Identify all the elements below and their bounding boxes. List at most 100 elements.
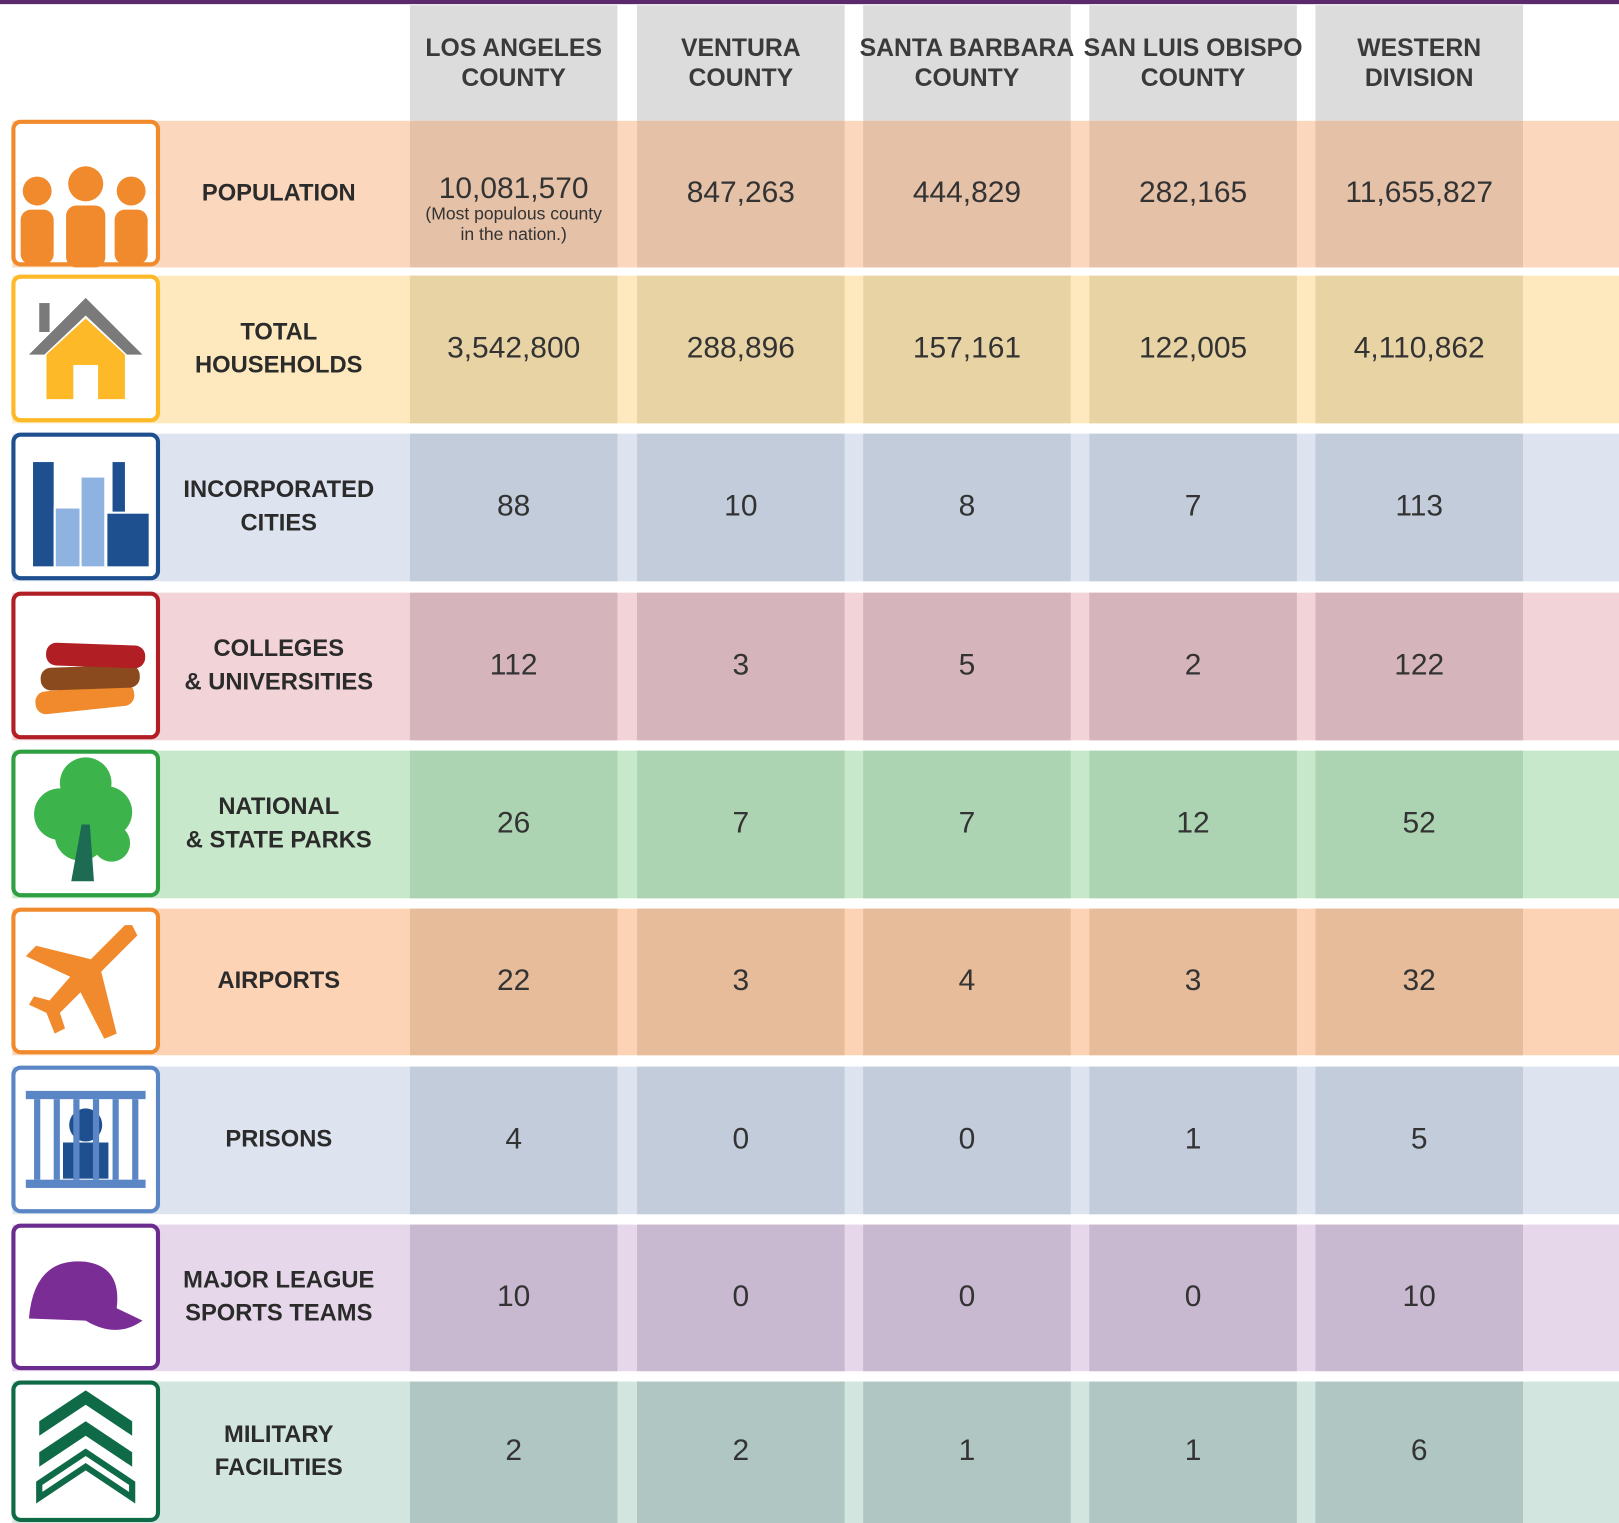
data-cell — [863, 1381, 1071, 1523]
icon-shape — [105, 511, 151, 569]
cell-value: 1 — [1185, 1122, 1202, 1155]
cell-value: 10,081,570 — [439, 172, 589, 205]
row-label: AIRPORTS — [217, 968, 340, 994]
row-label: CITIES — [241, 510, 317, 536]
cell-value: 1 — [959, 1434, 976, 1467]
cell-value: 3 — [733, 964, 750, 997]
cell-value: 12 — [1176, 806, 1209, 839]
icon-shape — [34, 1099, 41, 1180]
icon-shape — [114, 209, 148, 265]
icon-shape — [79, 475, 107, 569]
cell-value: 52 — [1403, 806, 1436, 839]
data-cell — [1089, 275, 1297, 424]
icon-shape — [116, 176, 146, 206]
data-cell — [1089, 1224, 1297, 1372]
column-header: VENTURA — [681, 35, 801, 62]
cell-value: 112 — [490, 648, 538, 681]
data-cell — [409, 750, 618, 899]
header-cell — [1089, 5, 1297, 121]
cell-value: 3,542,800 — [447, 331, 580, 364]
icon-shape — [25, 925, 138, 1039]
icon-shape — [35, 683, 135, 715]
data-cell — [863, 750, 1071, 899]
header-cell — [637, 5, 845, 121]
icon-shape — [71, 824, 94, 882]
data-cell — [1089, 592, 1297, 741]
cell-value: 2 — [1185, 648, 1202, 681]
data-cell — [863, 1224, 1071, 1372]
row-label: NATIONAL — [218, 794, 339, 820]
icon-shape — [28, 1261, 143, 1330]
icon-shape — [92, 1099, 100, 1180]
cell-value: 122 — [1394, 648, 1444, 681]
cell-value: 847,263 — [687, 176, 795, 209]
cell-value: 5 — [1411, 1122, 1428, 1155]
header-cell — [409, 5, 618, 121]
cell-value: 0 — [959, 1280, 976, 1313]
data-cell — [863, 120, 1071, 268]
row-label: TOTAL — [240, 319, 317, 345]
icon-shape — [68, 166, 104, 202]
cell-value: 0 — [733, 1122, 750, 1155]
cell-value: 7 — [1185, 489, 1202, 522]
cell-value: 0 — [959, 1122, 976, 1155]
cell-value: 10 — [1403, 1280, 1436, 1313]
icon-shape — [30, 459, 56, 569]
cell-value: 0 — [1185, 1280, 1202, 1313]
cell-value: 113 — [1395, 489, 1443, 522]
data-cell — [409, 1066, 618, 1215]
data-cell — [1089, 908, 1297, 1056]
data-cell — [1315, 592, 1523, 741]
cell-value: 5 — [959, 648, 976, 681]
data-cell — [637, 120, 845, 268]
data-cell — [409, 275, 618, 424]
cell-value: 157,161 — [913, 331, 1021, 364]
data-cell — [863, 275, 1071, 424]
column-header: DIVISION — [1365, 65, 1474, 92]
cell-value: 3 — [733, 648, 750, 681]
data-cell — [637, 275, 845, 424]
icon-shape — [39, 303, 50, 332]
cell-value: 10 — [724, 489, 757, 522]
cell-value: 1 — [1185, 1434, 1202, 1467]
data-cell — [1315, 433, 1523, 582]
icon — [20, 166, 148, 268]
data-cell — [1089, 750, 1297, 899]
cell-value: 4,110,862 — [1354, 331, 1485, 364]
data-cell — [637, 433, 845, 582]
column-header: WESTERN — [1357, 35, 1481, 62]
data-cell — [863, 433, 1071, 582]
icon — [28, 297, 143, 400]
header-cell — [1315, 5, 1523, 121]
cell-value: 3 — [1185, 964, 1202, 997]
data-cell — [409, 433, 618, 582]
icon-shape — [53, 506, 85, 569]
icon — [25, 1090, 146, 1188]
icon — [36, 1390, 136, 1504]
cell-note: in the nation.) — [461, 224, 567, 244]
data-cell — [409, 592, 618, 741]
row-label: & UNIVERSITIES — [184, 669, 373, 695]
row-label: HOUSEHOLDS — [195, 352, 362, 378]
cell-value: 0 — [733, 1280, 750, 1313]
column-header: COUNTY — [461, 65, 566, 92]
icon — [30, 459, 151, 569]
cell-value: 2 — [733, 1434, 750, 1467]
cell-value: 4 — [959, 964, 976, 997]
row-label: FACILITIES — [215, 1455, 343, 1481]
data-cell — [637, 1066, 845, 1215]
row-label: MILITARY — [224, 1422, 334, 1448]
icon-shape — [62, 1142, 109, 1179]
row-label: PRISONS — [225, 1127, 332, 1153]
cell-value: 22 — [497, 964, 530, 997]
data-cell — [863, 592, 1071, 741]
icon-shape — [22, 176, 52, 206]
row-label: INCORPORATED — [183, 477, 374, 503]
cell-value: 26 — [497, 806, 530, 839]
icon — [34, 757, 133, 882]
data-cell — [1089, 120, 1297, 268]
data-cell — [637, 592, 845, 741]
icon — [25, 925, 138, 1039]
column-header: COUNTY — [915, 65, 1020, 92]
cell-value: 32 — [1403, 964, 1436, 997]
